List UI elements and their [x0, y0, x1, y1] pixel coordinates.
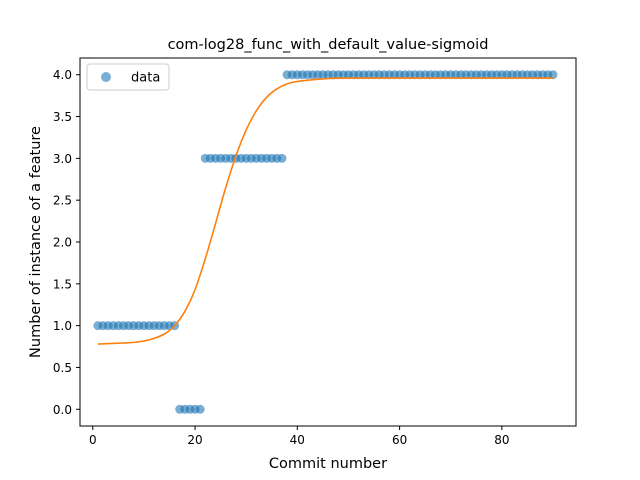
legend-frame	[86, 63, 170, 91]
y-tick-label: 0.5	[53, 361, 72, 375]
axes-frame	[79, 57, 577, 427]
legend-label-data: data	[131, 71, 160, 86]
x-tick-label: 40	[290, 433, 305, 447]
y-tick-label: 0.0	[53, 403, 72, 417]
x-axis-ticks: 0 20 40 60 80	[89, 426, 509, 447]
y-axis-label: Number of instance of a feature	[28, 126, 44, 358]
y-tick-label: 4.0	[53, 68, 72, 82]
data-point	[548, 70, 558, 80]
y-tick-label: 1.0	[53, 319, 72, 333]
y-tick-label: 1.5	[53, 277, 72, 291]
x-tick-label: 0	[89, 433, 97, 447]
data-point	[277, 153, 287, 163]
legend-marker-data	[101, 72, 111, 82]
legend: data	[86, 63, 170, 91]
data-point	[195, 404, 205, 414]
y-axis-ticks: 0.0 0.5 1.0 1.5 2.0 2.5 3.0 3.5 4.0	[53, 68, 80, 417]
plot-area	[93, 70, 558, 414]
y-tick-label: 2.5	[53, 194, 72, 208]
x-tick-label: 80	[494, 433, 509, 447]
x-tick-label: 60	[392, 433, 407, 447]
y-tick-label: 3.5	[53, 110, 72, 124]
x-axis-label: Commit number	[269, 456, 387, 472]
y-tick-label: 3.0	[53, 152, 72, 166]
chart-title: com-log28_func_with_default_value-sigmoi…	[168, 37, 489, 53]
sigmoid-fit-line	[97, 77, 553, 345]
y-tick-label: 2.0	[53, 236, 72, 250]
x-tick-label: 20	[187, 433, 202, 447]
